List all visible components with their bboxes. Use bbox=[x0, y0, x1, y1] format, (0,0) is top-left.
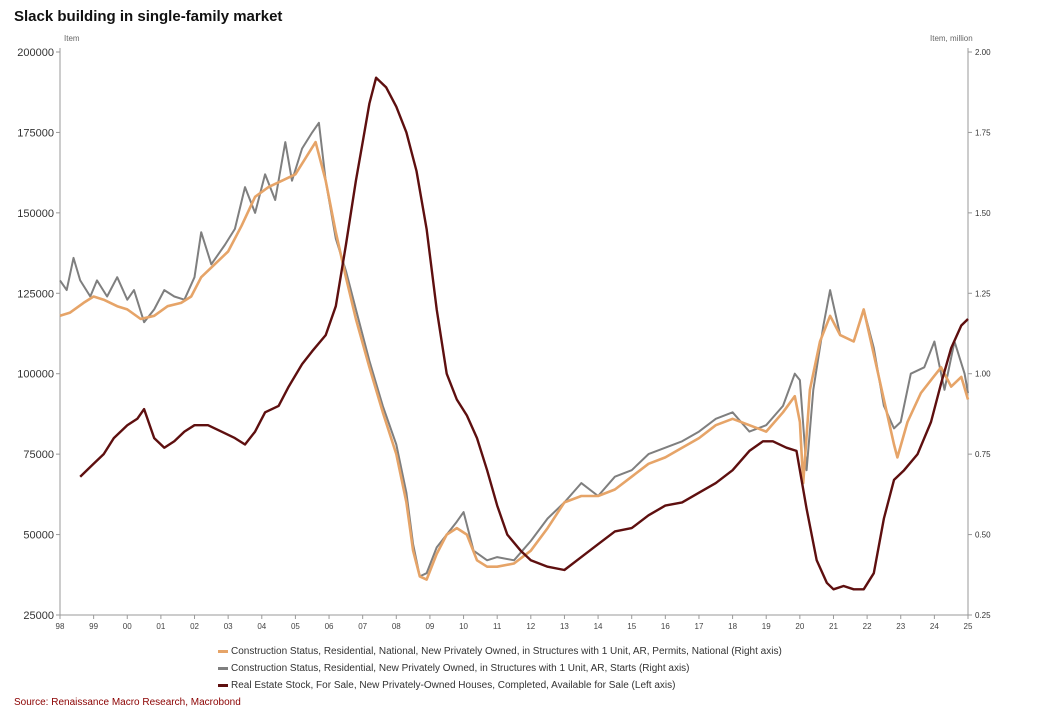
x-tick-label: 22 bbox=[863, 622, 872, 631]
left-tick-label: 125000 bbox=[17, 288, 54, 300]
x-tick-label: 16 bbox=[661, 622, 670, 631]
x-tick-label: 05 bbox=[291, 622, 300, 631]
right-tick-label: 0.50 bbox=[975, 531, 991, 540]
right-tick-label: 1.75 bbox=[975, 128, 991, 137]
legend-item-permits: Construction Status, Residential, Nation… bbox=[218, 643, 782, 660]
legend-swatch-permits bbox=[218, 650, 228, 653]
x-tick-label: 17 bbox=[695, 622, 704, 631]
x-tick-label: 11 bbox=[493, 622, 502, 631]
legend-swatch-stock bbox=[218, 684, 228, 687]
chart-title: Slack building in single-family market bbox=[14, 8, 283, 25]
x-tick-label: 18 bbox=[728, 622, 737, 631]
right-axis-unit: Item, million bbox=[930, 34, 973, 43]
right-tick-label: 0.75 bbox=[975, 450, 991, 459]
x-tick-label: 13 bbox=[560, 622, 569, 631]
right-tick-label: 1.00 bbox=[975, 370, 991, 379]
x-tick-label: 06 bbox=[325, 622, 334, 631]
legend-label-starts: Construction Status, Residential, New Pr… bbox=[231, 663, 690, 674]
x-tick-label: 25 bbox=[964, 622, 973, 631]
x-tick-label: 09 bbox=[425, 622, 434, 631]
x-tick-label: 01 bbox=[156, 622, 165, 631]
x-tick-label: 02 bbox=[190, 622, 199, 631]
left-tick-label: 25000 bbox=[23, 610, 54, 622]
x-tick-label: 03 bbox=[224, 622, 233, 631]
left-tick-label: 75000 bbox=[23, 449, 54, 461]
x-tick-label: 24 bbox=[930, 622, 939, 631]
x-tick-label: 04 bbox=[257, 622, 266, 631]
permits-line bbox=[59, 140, 970, 581]
legend-label-permits: Construction Status, Residential, Nation… bbox=[231, 646, 782, 657]
legend-item-starts: Construction Status, Residential, New Pr… bbox=[218, 660, 782, 677]
legend: Construction Status, Residential, Nation… bbox=[218, 643, 782, 694]
x-tick-label: 00 bbox=[123, 622, 132, 631]
right-tick-label: 2.00 bbox=[975, 48, 991, 57]
x-tick-label: 14 bbox=[594, 622, 603, 631]
legend-swatch-starts bbox=[218, 667, 228, 670]
x-tick-label: 21 bbox=[829, 622, 838, 631]
starts-line bbox=[59, 121, 969, 578]
x-tick-label: 19 bbox=[762, 622, 771, 631]
x-tick-label: 20 bbox=[795, 622, 804, 631]
left-tick-label: 175000 bbox=[17, 127, 54, 139]
legend-label-stock: Real Estate Stock, For Sale, New Private… bbox=[231, 680, 676, 691]
left-tick-label: 100000 bbox=[17, 369, 54, 381]
x-tick-label: 98 bbox=[56, 622, 65, 631]
left-tick-label: 150000 bbox=[17, 208, 54, 220]
right-tick-label: 1.50 bbox=[975, 209, 991, 218]
x-tick-label: 12 bbox=[526, 622, 535, 631]
x-tick-label: 99 bbox=[89, 622, 98, 631]
right-tick-label: 0.25 bbox=[975, 611, 991, 620]
x-tick-label: 23 bbox=[896, 622, 905, 631]
legend-item-stock: Real Estate Stock, For Sale, New Private… bbox=[218, 677, 782, 694]
x-tick-label: 08 bbox=[392, 622, 401, 631]
source-note: Source: Renaissance Macro Research, Macr… bbox=[14, 697, 241, 708]
x-tick-label: 07 bbox=[358, 622, 367, 631]
chart-svg: 200000 175000 150000 125000 100000 75000 50000… bbox=[17, 47, 991, 631]
left-tick-label: 200000 bbox=[17, 47, 54, 59]
right-tick-label: 1.25 bbox=[975, 289, 991, 298]
left-tick-label: 50000 bbox=[23, 530, 54, 542]
x-tick-label: 10 bbox=[459, 622, 468, 631]
stock-line bbox=[79, 76, 969, 591]
x-tick-label: 15 bbox=[627, 622, 636, 631]
left-axis-unit: Item bbox=[64, 34, 80, 43]
